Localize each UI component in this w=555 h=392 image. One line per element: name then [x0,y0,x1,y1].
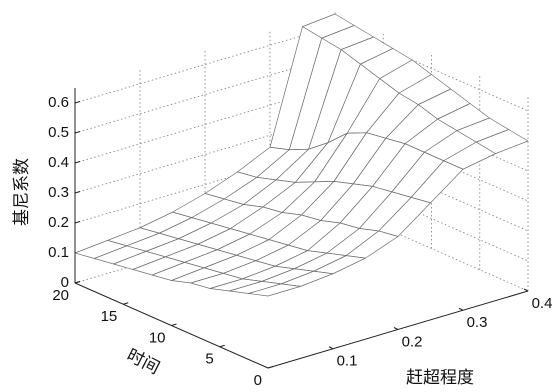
z-tick [74,101,81,104]
grid-line [74,55,336,134]
x-tick-label: 0.3 [467,314,488,331]
x-tick [328,346,334,350]
z-tick-label: 0.6 [48,94,69,111]
x-tick [393,327,399,330]
z-tick-label: 0.4 [48,154,69,171]
x-tick [523,288,529,292]
y-tick-label: 5 [205,351,213,368]
y-tick-label: 10 [149,329,166,346]
y-axis-label: 时间 [123,345,162,378]
y-tick-label: 0 [254,372,262,389]
z-tick [74,161,81,164]
x-axis-label: 赶超程度 [406,368,474,388]
z-tick-label: 0.3 [48,184,69,201]
x-tick-label: 0.2 [402,333,423,350]
grid-line [334,175,529,262]
y-tick [267,366,274,369]
y-tick [123,302,129,305]
y-tick-label: 15 [101,308,118,325]
z-tick [74,221,81,224]
x-tick-label: 0.4 [532,295,553,312]
grid-line [74,25,336,104]
z-axis-label: 基尼系数 [12,158,32,226]
grid-line [74,115,336,194]
y-tick-label: 20 [52,287,69,304]
y-tick [74,281,81,284]
grid-line [74,205,336,284]
z-tick-label: 0.1 [48,244,69,261]
x-tick [458,307,464,311]
surface-cell [248,283,301,297]
x-tick-label: 0.1 [337,353,358,370]
y-tick [171,323,177,326]
z-tick-label: 0.2 [48,214,69,231]
y-tick [219,344,225,348]
grid-line [74,145,336,224]
grid-line [74,85,336,164]
z-tick-label: 0.5 [48,124,69,141]
z-tick [74,131,81,134]
z-tick-label: 0 [61,274,69,291]
z-tick [74,191,81,194]
